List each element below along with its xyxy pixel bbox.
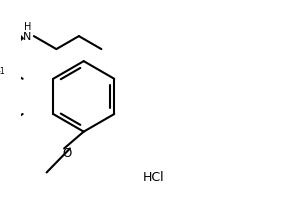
Text: HCl: HCl bbox=[142, 170, 164, 183]
Text: N: N bbox=[23, 32, 32, 42]
Text: H: H bbox=[24, 22, 31, 32]
Text: O: O bbox=[62, 146, 72, 159]
Text: &1: &1 bbox=[0, 67, 6, 75]
Polygon shape bbox=[0, 34, 24, 62]
